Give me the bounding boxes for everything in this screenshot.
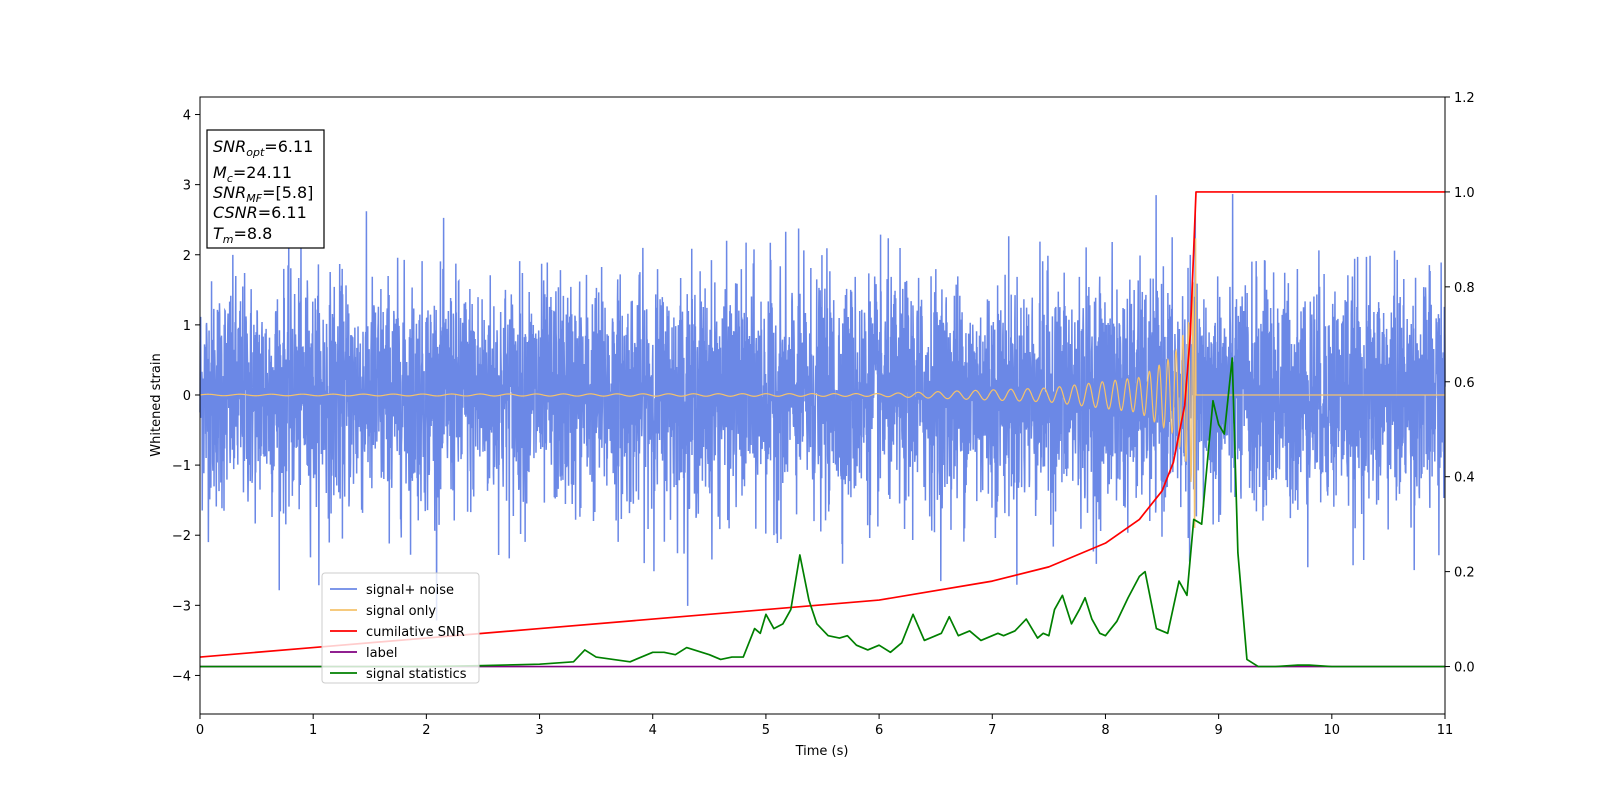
info-line: Tm=8.8: [213, 224, 272, 246]
y2-tick-label: 0.4: [1454, 471, 1475, 486]
y-tick-label: 0: [183, 389, 191, 404]
y2-tick-label: 0.6: [1454, 376, 1475, 391]
x-tick-label: 1: [309, 723, 317, 738]
axes-frame: [199, 96, 1446, 715]
y2-tick-label: 1.2: [1454, 91, 1475, 106]
x-axis-title: Time (s): [795, 744, 849, 759]
info-line: Mc=24.11: [213, 163, 292, 185]
y2-tick-label: 0.8: [1454, 281, 1475, 296]
y-tick-label: 1: [183, 319, 191, 334]
legend-label: label: [366, 646, 397, 661]
x-tick-label: 5: [762, 723, 770, 738]
x-tick-label: 2: [422, 723, 430, 738]
y-axis-title: Whitened strain: [149, 353, 164, 456]
legend-label: signal+ noise: [366, 583, 454, 598]
x-tick-label: 8: [1101, 723, 1109, 738]
y-tick-label: 4: [183, 109, 191, 124]
info-line: SNRMF=[5.8]: [213, 183, 313, 205]
x-tick-label: 9: [1214, 723, 1222, 738]
y-tick-label: 2: [183, 249, 191, 264]
y-tick-label: 3: [183, 179, 191, 194]
x-tick-label: 4: [649, 723, 657, 738]
y2-tick-label: 0.0: [1454, 661, 1475, 676]
y-tick-label: −3: [172, 599, 191, 614]
y-tick-label: −4: [172, 669, 191, 684]
y-axis-right: 0.0 0.2 0.4 0.6 0.8 1.0 1.2: [1445, 91, 1475, 676]
y-tick-label: −2: [172, 529, 191, 544]
legend-label: signal statistics: [366, 667, 467, 682]
y2-tick-label: 0.2: [1454, 566, 1475, 581]
info-line: CSNR=6.11: [213, 203, 307, 222]
y2-tick-label: 1.0: [1454, 186, 1475, 201]
x-tick-label: 11: [1437, 723, 1454, 738]
legend: signal+ noise signal only cumilative SNR la…: [321, 572, 480, 684]
legend-label: cumilative SNR: [366, 625, 465, 640]
legend-label: signal only: [366, 604, 436, 619]
x-tick-label: 7: [988, 723, 996, 738]
info-line: SNRopt=6.11: [213, 137, 313, 159]
series-cumilative-snr: [199, 191, 1445, 658]
series-signal-plus-noise: [199, 193, 1446, 621]
x-axis: 0 1 2 3 4 5 6 7 8 9 10 11: [196, 714, 1453, 738]
series-signal-only: [199, 238, 1445, 529]
x-tick-label: 3: [535, 723, 543, 738]
y-tick-label: −1: [172, 459, 191, 474]
series-signal-statistics: [200, 357, 1445, 668]
x-tick-label: 0: [196, 723, 204, 738]
y-axis-left: −4 −3 −2 −1 0 1 2 3 4: [172, 109, 200, 684]
x-tick-label: 6: [875, 723, 883, 738]
x-tick-label: 10: [1324, 723, 1341, 738]
